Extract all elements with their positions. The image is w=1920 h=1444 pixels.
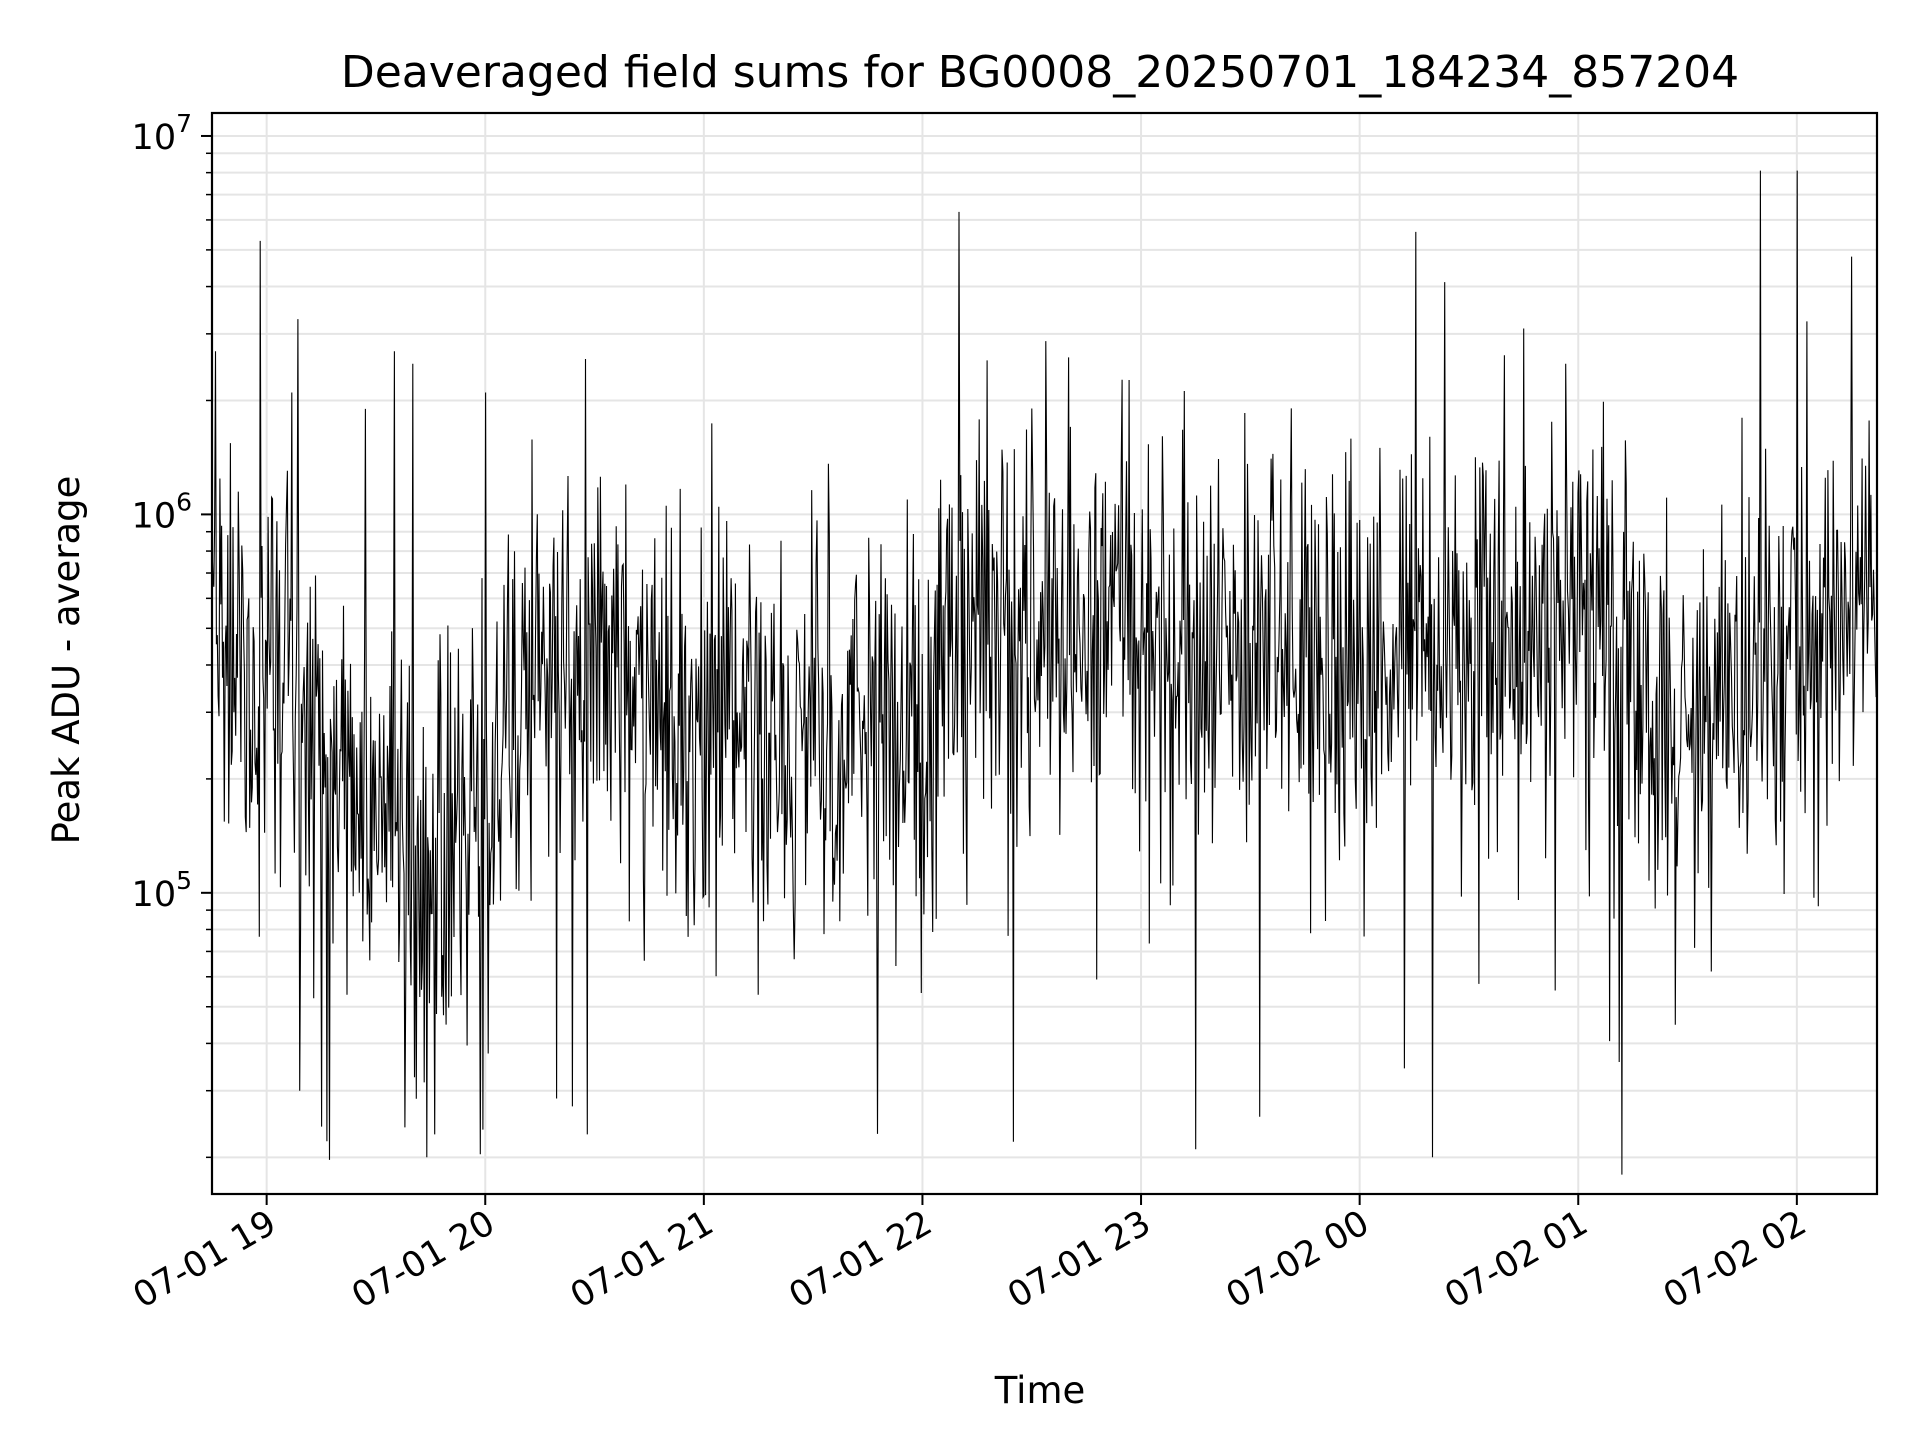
- data-layer: [211, 170, 1878, 1175]
- y-tick-label: 107: [132, 109, 192, 158]
- y-tick-label: 106: [132, 487, 192, 536]
- chart-title: Deaveraged field sums for BG0008_2025070…: [341, 47, 1739, 98]
- x-axis-label: Time: [994, 1369, 1086, 1412]
- plot-frame: [210, 111, 1879, 1196]
- y-tick-label: 105: [132, 866, 192, 915]
- series-line: [211, 170, 1878, 1175]
- y-axis-label: Peak ADU - average: [45, 476, 88, 845]
